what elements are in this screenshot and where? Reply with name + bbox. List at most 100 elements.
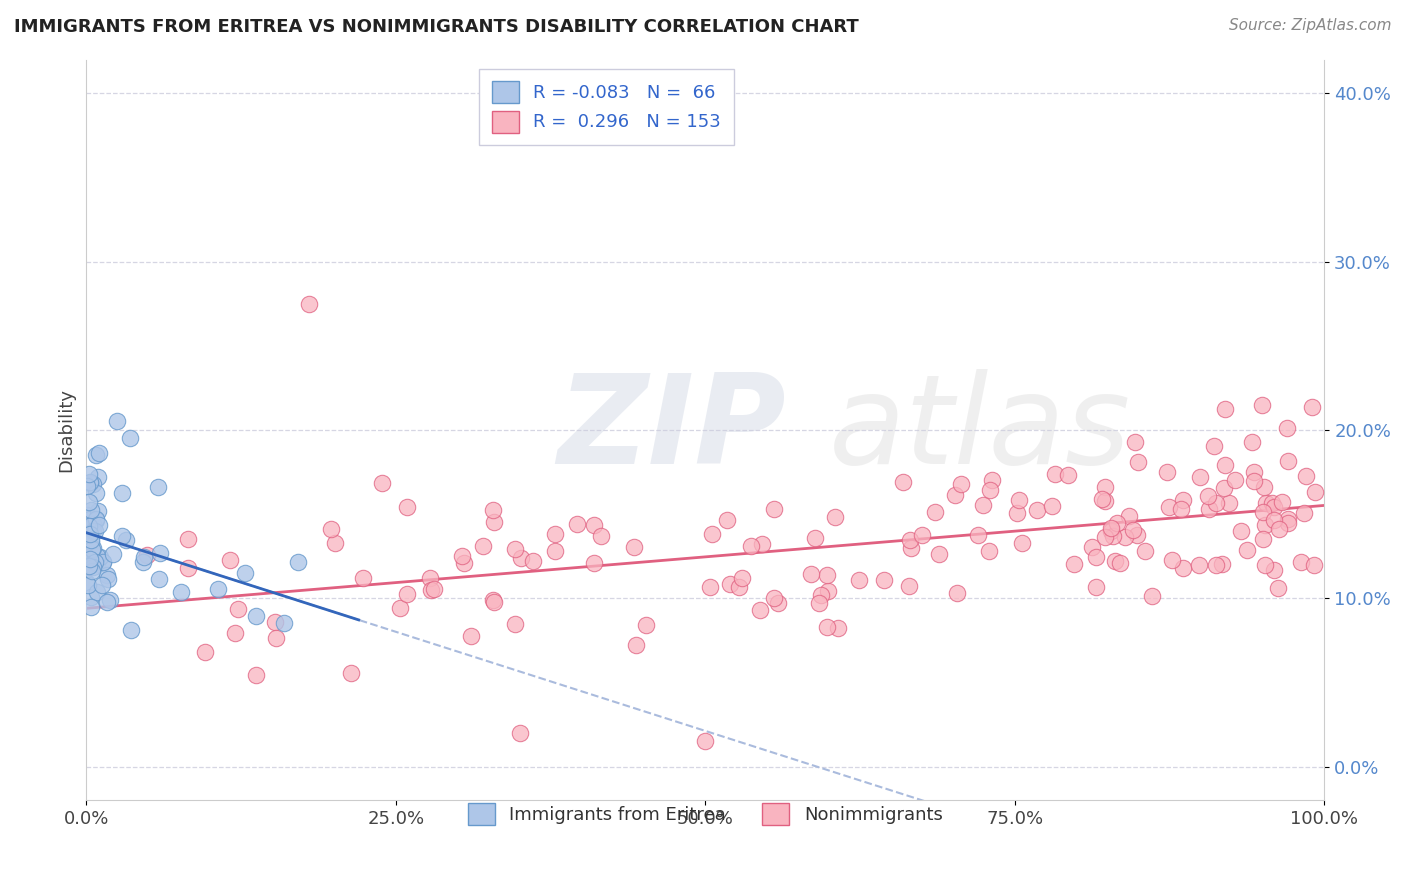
Point bbox=[1099, 521, 1122, 535]
Point bbox=[1268, 522, 1291, 536]
Point bbox=[132, 555, 155, 569]
Point bbox=[86, 513, 108, 527]
Point bbox=[103, 548, 125, 562]
Point bbox=[824, 509, 846, 524]
Point bbox=[87, 469, 110, 483]
Point bbox=[977, 544, 1000, 558]
Point bbox=[100, 593, 122, 607]
Point bbox=[86, 557, 108, 571]
Point bbox=[763, 591, 786, 606]
Point bbox=[1011, 536, 1033, 550]
Point bbox=[482, 595, 505, 609]
Point bbox=[1303, 485, 1326, 500]
Point bbox=[135, 548, 157, 562]
Point bbox=[273, 616, 295, 631]
Point bbox=[636, 618, 658, 632]
Point bbox=[1105, 516, 1128, 530]
Point bbox=[1263, 500, 1285, 514]
Point bbox=[82, 477, 104, 491]
Point bbox=[565, 516, 588, 531]
Point bbox=[762, 501, 785, 516]
Point bbox=[740, 539, 762, 553]
Point bbox=[471, 539, 494, 553]
Point bbox=[911, 528, 934, 542]
Point bbox=[804, 531, 827, 545]
Point bbox=[224, 626, 246, 640]
Point bbox=[768, 597, 790, 611]
Point bbox=[623, 540, 645, 554]
Point bbox=[624, 638, 647, 652]
Point bbox=[323, 536, 346, 550]
Point bbox=[453, 556, 475, 570]
Point bbox=[1240, 434, 1263, 449]
Point bbox=[177, 532, 200, 546]
Point bbox=[1254, 496, 1277, 510]
Point bbox=[1263, 563, 1285, 577]
Point bbox=[1204, 439, 1226, 453]
Point bbox=[80, 533, 103, 548]
Point bbox=[226, 602, 249, 616]
Point bbox=[1251, 398, 1274, 412]
Point bbox=[1090, 491, 1112, 506]
Point bbox=[946, 585, 969, 599]
Point bbox=[76, 479, 98, 493]
Point bbox=[1270, 495, 1292, 509]
Y-axis label: Disability: Disability bbox=[58, 388, 75, 472]
Point bbox=[84, 512, 107, 526]
Point bbox=[82, 541, 104, 555]
Point bbox=[928, 547, 950, 561]
Point bbox=[1156, 465, 1178, 479]
Point bbox=[89, 549, 111, 564]
Point bbox=[1211, 558, 1233, 572]
Point bbox=[505, 542, 527, 557]
Point bbox=[87, 503, 110, 517]
Point bbox=[1040, 499, 1063, 513]
Point bbox=[1251, 505, 1274, 519]
Point bbox=[219, 553, 242, 567]
Point bbox=[702, 526, 724, 541]
Point bbox=[800, 566, 823, 581]
Point bbox=[264, 631, 287, 645]
Point bbox=[77, 558, 100, 573]
Point bbox=[1122, 523, 1144, 537]
Point bbox=[1295, 469, 1317, 483]
Point bbox=[731, 571, 754, 585]
Point bbox=[544, 526, 567, 541]
Point bbox=[395, 587, 418, 601]
Point bbox=[522, 554, 544, 568]
Point bbox=[718, 577, 741, 591]
Point bbox=[420, 583, 443, 598]
Point bbox=[80, 600, 103, 615]
Point bbox=[1085, 580, 1108, 594]
Point bbox=[1189, 470, 1212, 484]
Point bbox=[96, 595, 118, 609]
Point bbox=[1101, 529, 1123, 543]
Point bbox=[727, 581, 749, 595]
Point bbox=[1277, 454, 1299, 468]
Point bbox=[1140, 589, 1163, 603]
Point bbox=[1229, 524, 1251, 539]
Point bbox=[1223, 473, 1246, 487]
Point bbox=[1171, 493, 1194, 508]
Point bbox=[79, 476, 101, 491]
Point bbox=[807, 596, 830, 610]
Point bbox=[1289, 555, 1312, 569]
Point bbox=[76, 550, 98, 565]
Point bbox=[1056, 468, 1078, 483]
Point bbox=[815, 568, 838, 582]
Point bbox=[1187, 558, 1209, 572]
Point bbox=[1243, 475, 1265, 489]
Point bbox=[76, 508, 98, 522]
Point bbox=[91, 555, 114, 569]
Point bbox=[82, 524, 104, 539]
Point bbox=[1160, 553, 1182, 567]
Point bbox=[1253, 480, 1275, 494]
Point bbox=[80, 535, 103, 549]
Point bbox=[817, 584, 839, 599]
Point bbox=[233, 566, 256, 580]
Point bbox=[170, 585, 193, 599]
Point bbox=[298, 296, 321, 310]
Text: IMMIGRANTS FROM ERITREA VS NONIMMIGRANTS DISABILITY CORRELATION CHART: IMMIGRANTS FROM ERITREA VS NONIMMIGRANTS… bbox=[14, 18, 859, 36]
Point bbox=[1109, 557, 1132, 571]
Point bbox=[1043, 467, 1066, 481]
